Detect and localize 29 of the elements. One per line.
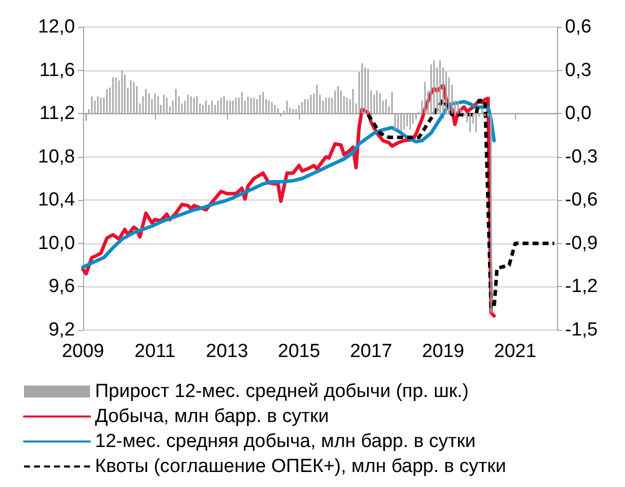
y2-tick-label: -0,6 [565,190,598,211]
y-tick-label: 11,6 [39,60,75,81]
x-tick-label: 2011 [134,341,176,362]
x-tick-label: 2017 [350,341,392,362]
y-tick-label: 11,2 [39,103,75,124]
y2-tick-label: 0,3 [565,60,592,81]
y2-tick-label: -0,9 [565,232,598,254]
x-tick-label: 2019 [422,341,464,362]
line-series [81,100,496,269]
legend-label: Добыча, млн барр. в сутки [95,406,329,427]
y-tick-label: 9,2 [48,320,75,340]
x-tick-label: 2013 [206,341,248,362]
legend-label: Квоты (соглашение ОПЕК+), млн барр. в сутки [95,456,506,477]
x-tick-label: 2009 [62,341,104,362]
y-tick-label: 12,0 [38,16,75,38]
y2-tick-label: -0,3 [565,146,598,168]
legend-label: Прирост 12-мес. средней добычи (пр. шк.) [95,381,469,402]
line-series [366,98,556,310]
y-tick-label: 10,0 [38,232,75,254]
y2-tick-label: 0,6 [565,16,592,38]
y-tick-label: 9,6 [48,276,75,298]
y-tick-label: 10,4 [38,190,76,211]
legend-label: 12-мес. средняя добыча, млн барр. в сутки [95,431,476,452]
y2-tick-label: -1,5 [565,320,598,340]
y2-tick-label: -1,2 [565,276,598,298]
y2-tick-label: 0,0 [565,103,592,124]
x-tick-label: 2021 [494,341,536,362]
y-tick-label: 10,8 [38,146,75,168]
x-tick-label: 2015 [278,341,320,362]
